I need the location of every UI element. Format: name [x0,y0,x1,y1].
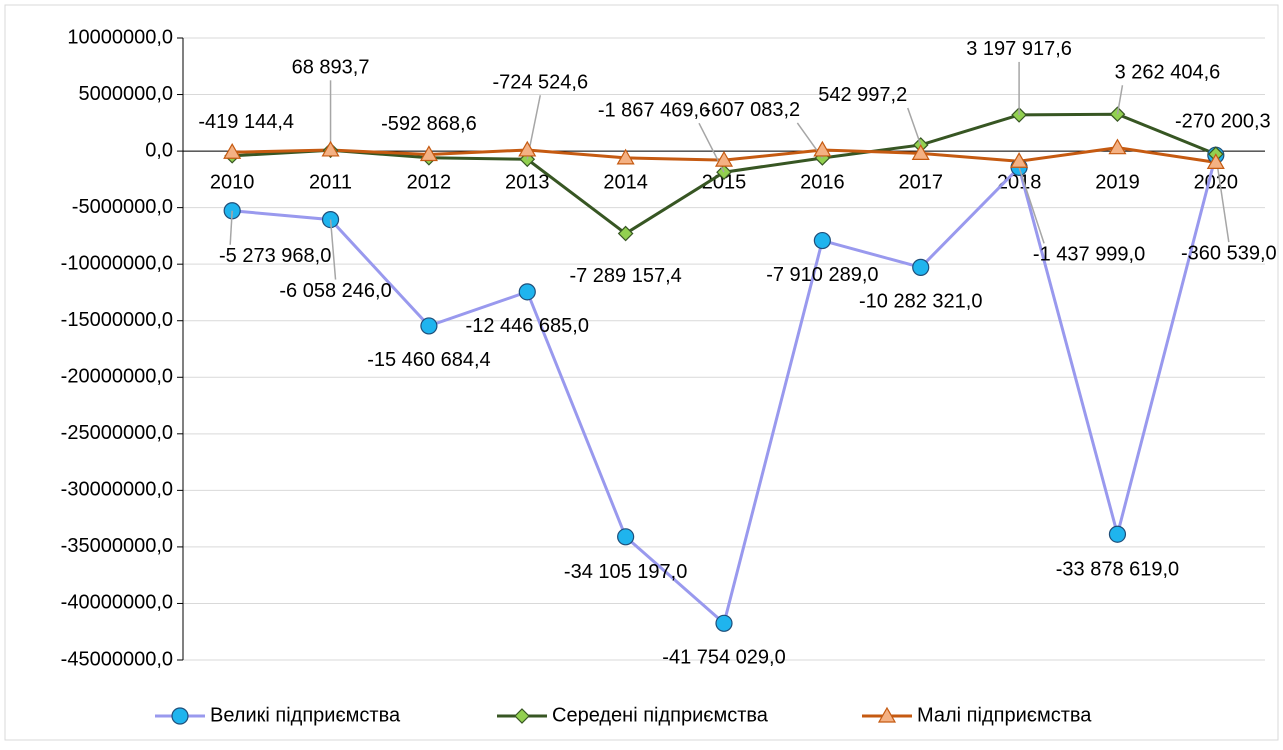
data-label: -607 083,2 [705,99,801,121]
y-tick-label: -45000000,0 [61,648,173,670]
y-tick-label: 5000000,0 [78,83,173,105]
data-label: -419 144,4 [198,111,294,133]
data-label: -34 105 197,0 [564,561,687,583]
y-tick-label: -40000000,0 [61,592,173,614]
leader-line [329,219,337,280]
data-label: 68 893,7 [292,57,370,79]
legend-label: Середені підприємства [552,704,769,726]
legend-item: Великі підприємства [155,704,401,726]
y-tick-label: 10000000,0 [67,26,173,48]
x-tick-label: 2012 [407,171,452,193]
leader-line [1018,167,1045,244]
marker [813,231,831,250]
x-tick-label: 2016 [800,171,845,193]
legend-marker [877,706,897,723]
marker [715,614,733,632]
data-label: -33 878 619,0 [1056,559,1179,581]
leader-line [1116,85,1124,115]
x-tick-label: 2017 [898,171,943,193]
marker [617,528,635,546]
legend-item: Середені підприємства [497,704,769,726]
data-label: -360 539,0 [1181,242,1277,264]
marker [813,140,832,157]
legend-marker [171,707,189,725]
marker [714,150,734,167]
marker [420,317,438,335]
data-label: -1 437 999,0 [1033,244,1145,266]
marker [1206,153,1225,169]
marker [1108,525,1127,543]
marker [419,145,438,162]
data-label: -270 200,3 [1175,110,1271,132]
y-tick-label: 0,0 [145,139,173,161]
y-tick-label: -10000000,0 [61,252,173,274]
marker [1109,106,1126,123]
data-label: -6 058 246,0 [279,280,391,302]
data-label: -15 460 684,4 [367,349,490,371]
marker [911,144,930,160]
data-label: -7 910 289,0 [766,264,878,286]
legend-marker [514,708,530,724]
marker [321,140,340,157]
data-label: -41 754 029,0 [662,647,785,669]
marker [518,140,537,157]
y-tick-label: -20000000,0 [61,366,173,388]
leader-line [229,210,233,245]
y-tick-label: -25000000,0 [61,422,173,444]
y-tick-label: -15000000,0 [61,309,173,331]
data-label: -724 524,6 [492,72,588,94]
leader-line [907,107,922,146]
data-label: -10 282 321,0 [859,291,982,313]
data-label: -5 273 968,0 [219,245,331,267]
legend-item: Малі підприємства [862,704,1092,726]
marker [518,283,536,301]
y-tick-label: -5000000,0 [72,196,173,218]
x-tick-label: 2013 [505,171,550,193]
data-label: -1 867 469,6 [598,99,710,121]
data-label: -12 446 685,0 [466,315,589,337]
data-label: 3 262 404,6 [1115,61,1221,83]
data-label: 3 197 917,6 [966,38,1072,60]
x-tick-label: 2010 [210,171,255,193]
y-tick-label: -30000000,0 [61,479,173,501]
marker [1010,152,1029,168]
marker [617,225,634,242]
marker [912,258,930,276]
leader-line [1215,155,1230,243]
marker [1108,138,1127,155]
data-label: -7 289 157,4 [569,265,681,287]
x-tick-label: 2014 [603,171,648,193]
x-tick-label: 2015 [702,171,747,193]
x-tick-label: 2019 [1095,171,1140,193]
legend-label: Малі підприємства [917,704,1092,726]
x-tick-label: 2020 [1194,171,1239,193]
x-tick-label: 2011 [309,171,352,193]
data-label: 542 997,2 [818,84,907,106]
marker [223,143,242,159]
marker [616,148,635,165]
legend-label: Великі підприємства [210,704,401,726]
chart-border [4,4,1279,741]
y-tick-label: -35000000,0 [61,535,173,557]
data-label: -592 868,6 [381,113,477,135]
